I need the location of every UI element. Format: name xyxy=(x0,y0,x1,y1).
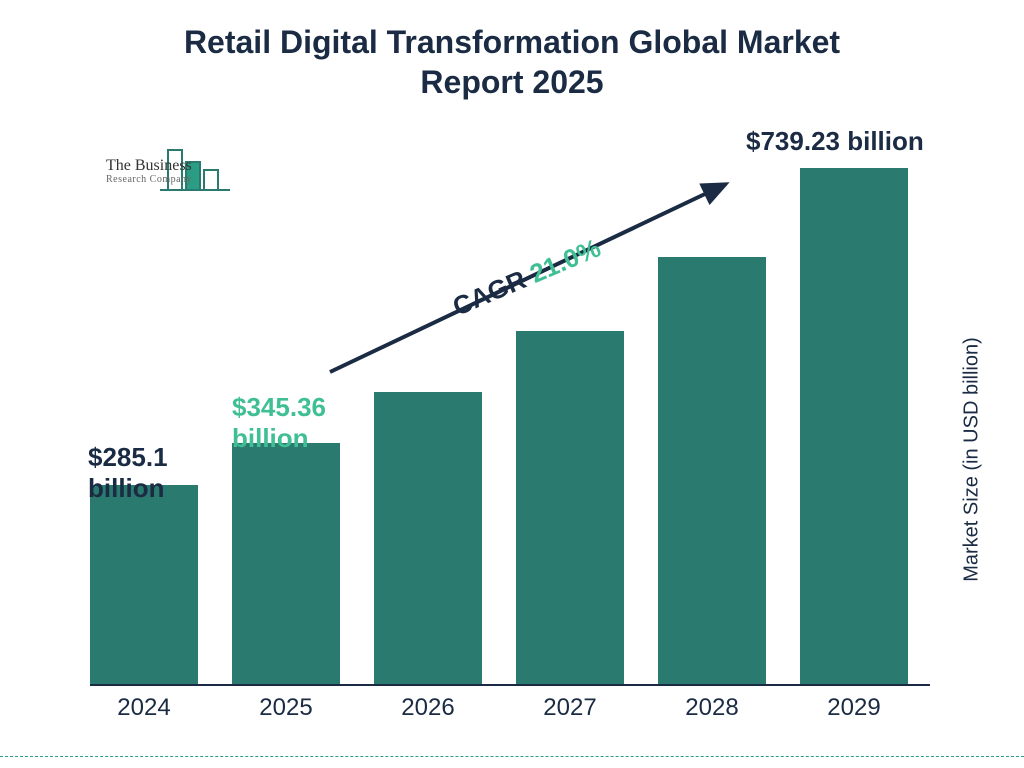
value-callout-2: $739.23 billion xyxy=(746,126,924,157)
bottom-divider xyxy=(0,756,1024,757)
trend-arrow-icon xyxy=(0,0,1024,768)
value-callout-1: $345.36billion xyxy=(232,392,326,454)
chart-container: { "title": { "line1": "Retail Digital Tr… xyxy=(0,0,1024,768)
y-axis-label: Market Size (in USD billion) xyxy=(961,310,984,610)
value-callout-0: $285.1billion xyxy=(88,442,168,504)
